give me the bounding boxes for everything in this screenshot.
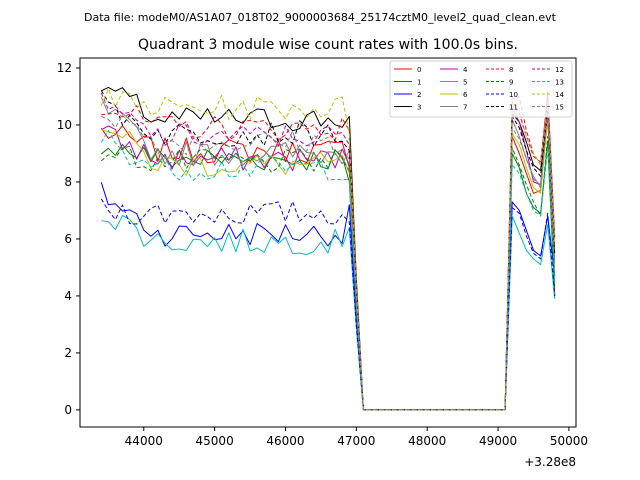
legend-label-7: 7 bbox=[463, 104, 467, 112]
legend-label-12: 12 bbox=[555, 66, 564, 74]
axes-frame bbox=[79, 57, 577, 428]
x-tick-label: 46000 bbox=[266, 434, 304, 448]
figure-suptitle: Data file: modeM0/AS1A07_018T02_90000036… bbox=[84, 11, 557, 24]
y-tick-label: 0 bbox=[64, 403, 72, 417]
x-tick-label: 47000 bbox=[337, 434, 375, 448]
y-tick-label: 12 bbox=[57, 61, 72, 75]
legend-label-2: 2 bbox=[417, 91, 421, 99]
legend-label-11: 11 bbox=[509, 104, 518, 112]
x-tick-label: 48000 bbox=[408, 434, 446, 448]
y-tick-label: 4 bbox=[64, 289, 72, 303]
y-tick-label: 2 bbox=[64, 346, 72, 360]
legend-label-3: 3 bbox=[417, 104, 421, 112]
y-tick-label: 6 bbox=[64, 232, 72, 246]
y-tick-label: 8 bbox=[64, 175, 72, 189]
legend-label-8: 8 bbox=[509, 66, 513, 74]
x-axis: 44000 45000 46000 47000 48000 49000 50000 bbox=[125, 427, 588, 448]
legend-label-4: 4 bbox=[463, 66, 468, 74]
legend-box bbox=[389, 60, 573, 118]
x-tick-label: 49000 bbox=[479, 434, 517, 448]
y-axis: 0 2 4 6 8 10 12 bbox=[57, 61, 80, 417]
legend-label-6: 6 bbox=[463, 91, 468, 99]
series-line-8 bbox=[101, 96, 556, 411]
legend-label-1: 1 bbox=[417, 79, 421, 87]
x-tick-label: 44000 bbox=[125, 434, 163, 448]
series-line-15 bbox=[101, 113, 556, 411]
x-tick-label: 45000 bbox=[196, 434, 234, 448]
series-layer bbox=[100, 86, 556, 411]
y-tick-label: 10 bbox=[57, 118, 72, 132]
legend-label-0: 0 bbox=[417, 66, 421, 74]
x-tick-label: 50000 bbox=[550, 434, 588, 448]
x-axis-offset-label: +3.28e8 bbox=[524, 455, 576, 469]
chart-title: Quadrant 3 module wise count rates with … bbox=[138, 37, 518, 53]
legend-label-15: 15 bbox=[555, 104, 564, 112]
legend-label-10: 10 bbox=[509, 91, 518, 99]
legend-label-13: 13 bbox=[555, 79, 564, 87]
legend-label-5: 5 bbox=[463, 79, 467, 87]
legend-label-9: 9 bbox=[509, 79, 513, 87]
legend-label-14: 14 bbox=[555, 91, 564, 99]
